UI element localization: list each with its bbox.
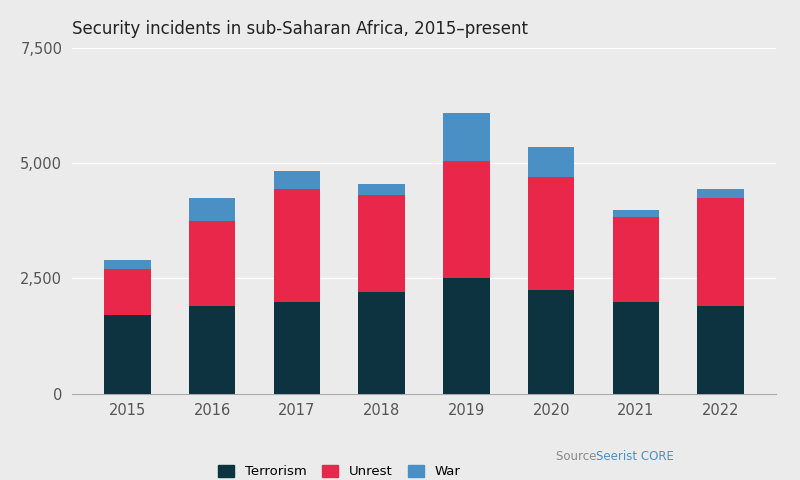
Bar (274, 190, 320, 302)
Legend: Terrorism, Unrest, War: Terrorism, Unrest, War (213, 460, 466, 480)
Bar (528, 147, 574, 177)
Bar (104, 260, 150, 269)
Bar (189, 221, 235, 306)
Bar (528, 290, 574, 394)
Bar (528, 177, 574, 290)
Bar (189, 306, 235, 394)
Bar (358, 292, 405, 394)
Text: Source:: Source: (556, 450, 604, 463)
Bar (358, 195, 405, 292)
Bar (443, 161, 490, 278)
Bar (443, 278, 490, 394)
Bar (698, 189, 744, 198)
Bar (443, 112, 490, 161)
Bar (698, 198, 744, 306)
Text: Seerist CORE: Seerist CORE (596, 450, 674, 463)
Bar (189, 198, 235, 221)
Bar (358, 184, 405, 195)
Bar (274, 302, 320, 394)
Bar (104, 315, 150, 394)
Bar (613, 217, 659, 302)
Bar (613, 302, 659, 394)
Bar (274, 171, 320, 190)
Text: Security incidents in sub-Saharan Africa, 2015–present: Security incidents in sub-Saharan Africa… (72, 20, 528, 38)
Bar (698, 306, 744, 394)
Bar (104, 269, 150, 315)
Bar (613, 210, 659, 217)
